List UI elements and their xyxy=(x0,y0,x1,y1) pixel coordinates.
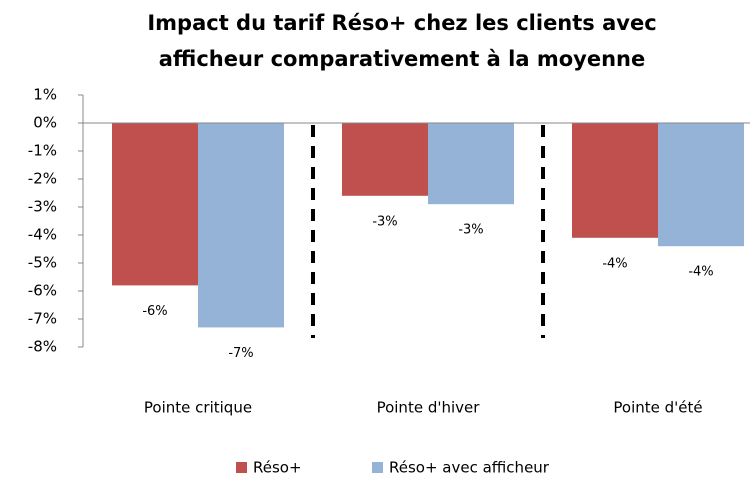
legend-label: Réso+ avec afficheur xyxy=(389,459,550,477)
y-tick-label: -5% xyxy=(28,254,57,272)
value-label: -6% xyxy=(142,304,167,319)
bar xyxy=(112,123,198,286)
y-tick-label: 0% xyxy=(33,114,57,132)
y-tick-label: -7% xyxy=(28,310,57,328)
value-label: -3% xyxy=(372,214,397,229)
y-tick-label: -4% xyxy=(28,226,57,244)
y-tick-label: -1% xyxy=(28,142,57,160)
chart-title: Impact du tarif Réso+ chez les clients a… xyxy=(147,11,656,35)
value-label: -7% xyxy=(228,346,253,361)
bar xyxy=(428,123,514,205)
y-tick-label: 1% xyxy=(33,86,57,104)
y-tick-label: -2% xyxy=(28,170,57,188)
x-tick-label: Pointe critique xyxy=(144,399,252,417)
value-label: -3% xyxy=(458,223,483,238)
y-tick-label: -6% xyxy=(28,282,57,300)
value-label: -4% xyxy=(688,265,713,280)
x-tick-label: Pointe d'été xyxy=(613,399,702,417)
legend-swatch xyxy=(236,462,247,473)
bar xyxy=(572,123,658,238)
value-label: -4% xyxy=(602,256,627,271)
y-tick-label: -8% xyxy=(28,338,57,356)
bar xyxy=(342,123,428,196)
y-tick-label: -3% xyxy=(28,198,57,216)
bar xyxy=(198,123,284,328)
legend-label: Réso+ xyxy=(253,459,302,477)
bar xyxy=(658,123,744,247)
x-tick-label: Pointe d'hiver xyxy=(377,399,481,417)
chart-title: afficheur comparativement à la moyenne xyxy=(159,47,645,71)
legend-swatch xyxy=(372,462,383,473)
